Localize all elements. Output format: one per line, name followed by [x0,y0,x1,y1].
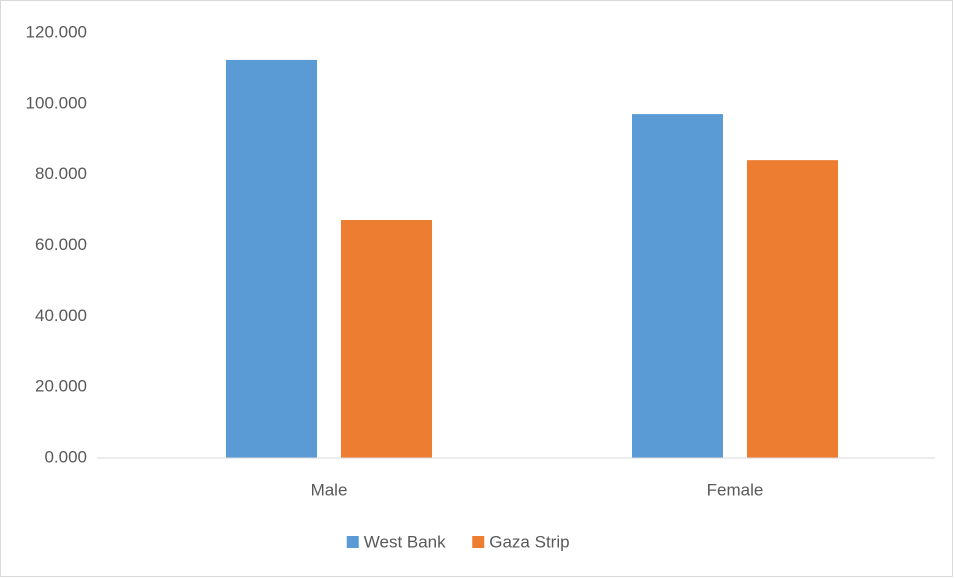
y-tick-label: 60.000 [35,235,87,254]
x-tick-label: Female [707,480,764,499]
y-tick-label: 100.000 [26,93,87,112]
bar [747,160,838,459]
bar [341,220,432,458]
bar [226,59,317,459]
bar [632,114,723,459]
y-tick-label: 80.000 [35,164,87,183]
y-tick-label: 120.000 [26,22,87,41]
y-tick-label: 0.000 [44,447,87,466]
legend-swatch [472,536,485,548]
y-tick-label: 20.000 [35,377,87,396]
y-tick-label: 40.000 [35,306,87,325]
legend-label: Gaza Strip [489,532,569,551]
x-tick-label: Male [311,480,348,499]
legend-swatch [346,536,359,548]
legend-label: West Bank [364,532,446,551]
